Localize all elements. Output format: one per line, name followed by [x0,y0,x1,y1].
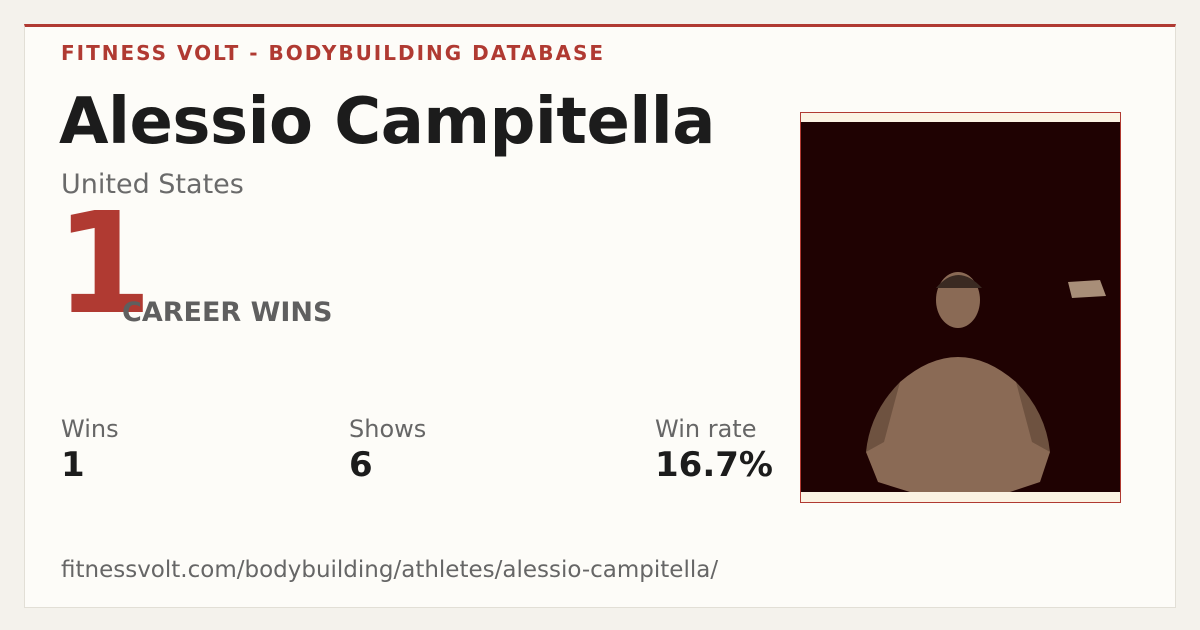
stat-label: Wins [61,415,119,443]
url: fitnessvolt.com/bodybuilding/athletes/al… [61,557,719,583]
stat-label: Shows [349,415,427,443]
stat-value: 1 [61,445,85,485]
athlete-photo [800,112,1121,503]
stat-value: 16.7% [655,445,773,485]
stat-value: 6 [349,445,373,485]
card: FITNESS VOLT - BODYBUILDING DATABASE Ale… [24,24,1176,608]
athlete-country: United States [61,169,244,200]
headline-value: 1 [55,183,153,346]
stat-label: Win rate [655,415,757,443]
athlete-name: Alessio Campitella [59,85,715,159]
headline-label: CAREER WINS [122,297,333,328]
brand: FITNESS VOLT - BODYBUILDING DATABASE [61,41,606,65]
